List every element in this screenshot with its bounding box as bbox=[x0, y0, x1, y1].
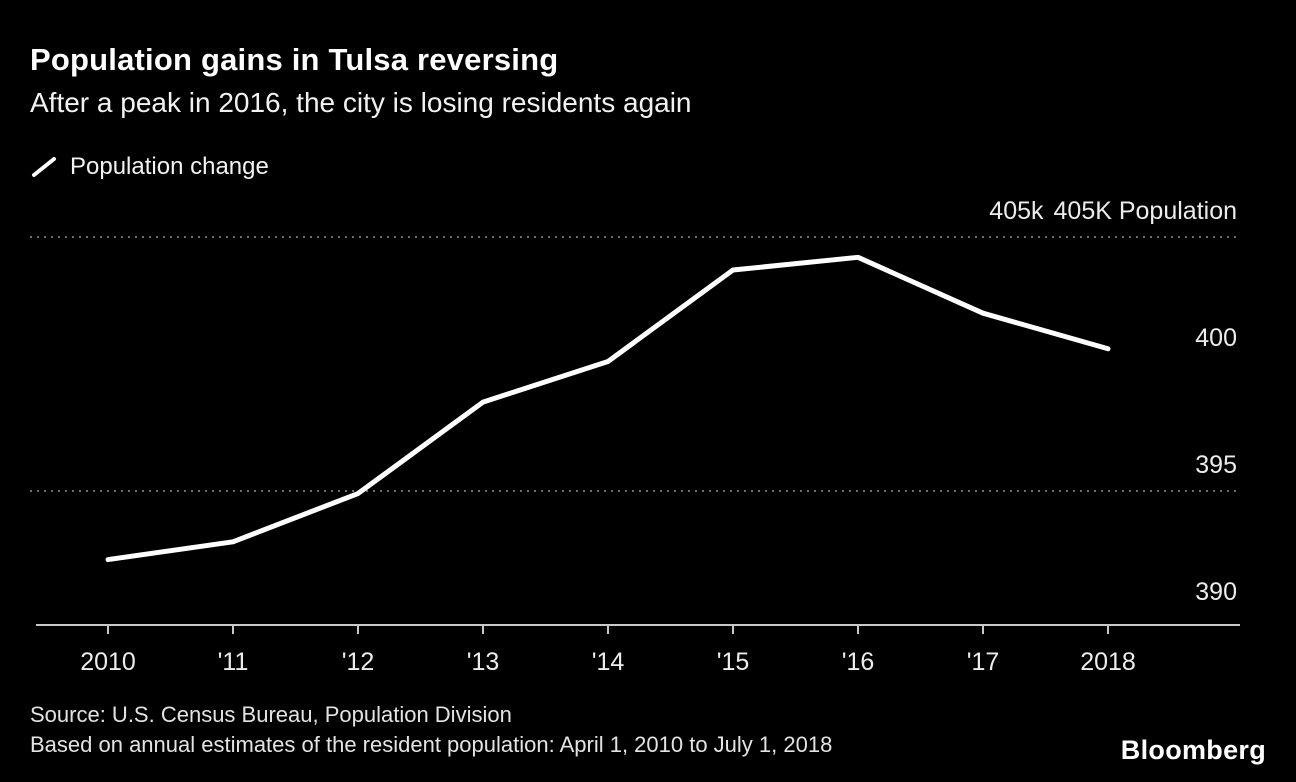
x-tick-label: '17 bbox=[967, 648, 1000, 676]
chart-subtitle: After a peak in 2016, the city is losing… bbox=[30, 87, 692, 118]
y-tick-label-405: 405k bbox=[989, 197, 1044, 225]
y-axis-title: 405K Population bbox=[1053, 197, 1237, 225]
x-tick-label: '16 bbox=[842, 648, 875, 676]
legend: Population change bbox=[30, 153, 269, 181]
note-text: Based on annual estimates of the residen… bbox=[30, 732, 833, 757]
legend-label: Population change bbox=[70, 153, 269, 180]
x-tick-label: '12 bbox=[342, 648, 375, 676]
y-tick-label-400: 400 bbox=[1195, 324, 1237, 352]
x-tick-label: 2010 bbox=[80, 648, 136, 676]
y-axis-top-labels: 405k 405K Population bbox=[989, 197, 1237, 225]
bloomberg-logo: Bloomberg bbox=[1120, 735, 1266, 765]
y-tick-label-390: 390 bbox=[1195, 578, 1237, 606]
y-tick-label-395: 395 bbox=[1195, 451, 1237, 479]
source-text: Source: U.S. Census Bureau, Population D… bbox=[30, 702, 512, 727]
x-tick-label: '13 bbox=[467, 648, 500, 676]
line-series-icon bbox=[32, 157, 56, 177]
plot-area: 2010 '11 '12 '13 '14 '15 '16 '17 2018 bbox=[30, 236, 1240, 676]
chart-title: Population gains in Tulsa reversing bbox=[30, 42, 559, 77]
population-line bbox=[105, 254, 1111, 563]
x-tick-label: '15 bbox=[717, 648, 750, 676]
x-tick-label: 2018 bbox=[1080, 648, 1136, 676]
x-tick-label: '11 bbox=[218, 648, 249, 676]
x-tick-label: '14 bbox=[592, 648, 625, 676]
